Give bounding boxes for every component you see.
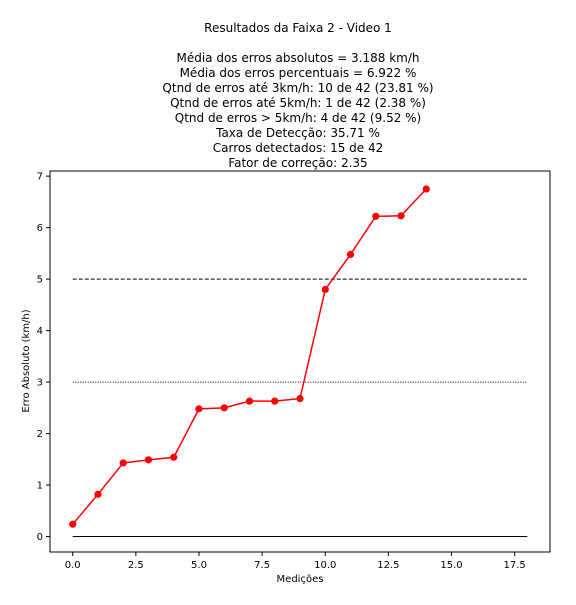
- title-line-8: Taxa de Detecção: 35.71 %: [215, 126, 380, 140]
- data-point: [296, 394, 304, 403]
- data-point: [422, 185, 430, 193]
- x-axis-ticks: 0.0 2.5 5.0 7.5 10.0 12.5 15.0 17.5: [65, 552, 526, 571]
- y-tick-label: 0: [37, 532, 43, 543]
- y-axis-label: Erro Absoluto (km/h): [21, 309, 32, 412]
- x-tick-label: 7.5: [254, 560, 270, 571]
- x-tick-label: 2.5: [128, 560, 144, 571]
- y-tick-label: 5: [37, 275, 43, 286]
- data-point: [220, 404, 228, 412]
- x-tick-label: 12.5: [377, 560, 399, 571]
- series-layer: [69, 185, 430, 528]
- title-line-6: Qtnd de erros até 5km/h: 1 de 42 (2.38 %…: [170, 96, 426, 110]
- data-point: [195, 405, 203, 413]
- data-point: [170, 453, 178, 461]
- data-point: [119, 459, 127, 467]
- data-point: [144, 456, 153, 464]
- reference-lines: [72, 278, 528, 538]
- title-line-1: Resultados da Faixa 2 - Video 1: [204, 21, 392, 35]
- data-point: [346, 250, 355, 259]
- y-tick-label: 4: [37, 326, 43, 337]
- chart-title: Resultados da Faixa 2 - Video 1 Média do…: [162, 21, 433, 170]
- y-tick-label: 7: [37, 172, 43, 183]
- x-tick-label: 15.0: [440, 560, 462, 571]
- data-point: [397, 212, 405, 220]
- title-line-3: Média dos erros absolutos = 3.188 km/h: [176, 51, 419, 65]
- y-tick-label: 6: [37, 223, 43, 234]
- y-tick-label: 2: [37, 429, 43, 440]
- x-tick-label: 0.0: [65, 560, 81, 571]
- data-point: [69, 520, 77, 528]
- x-tick-label: 5.0: [191, 560, 207, 571]
- data-point: [372, 212, 380, 220]
- x-axis-label: Medições: [277, 574, 324, 585]
- title-line-9: Carros detectados: 15 de 42: [213, 141, 384, 155]
- data-point: [271, 397, 279, 405]
- title-line-5: Qtnd de erros até 3km/h: 10 de 42 (23.81…: [162, 81, 433, 95]
- title-line-4: Média dos erros percentuais = 6.922 %: [180, 66, 417, 80]
- data-point: [321, 285, 329, 294]
- series-line: [72, 188, 427, 525]
- title-line-7: Qtnd de erros > 5km/h: 4 de 42 (9.52 %): [175, 111, 421, 125]
- y-tick-label: 3: [37, 378, 43, 389]
- y-axis-ticks: 0 1 2 3 4 5 6 7: [37, 172, 50, 543]
- x-tick-label: 10.0: [314, 560, 336, 571]
- title-line-10: Fator de correção: 2.35: [228, 156, 367, 170]
- data-point: [94, 490, 102, 498]
- plot-area-frame: [49, 170, 551, 553]
- y-tick-label: 1: [37, 481, 43, 492]
- x-tick-label: 17.5: [504, 560, 526, 571]
- data-point: [245, 397, 254, 405]
